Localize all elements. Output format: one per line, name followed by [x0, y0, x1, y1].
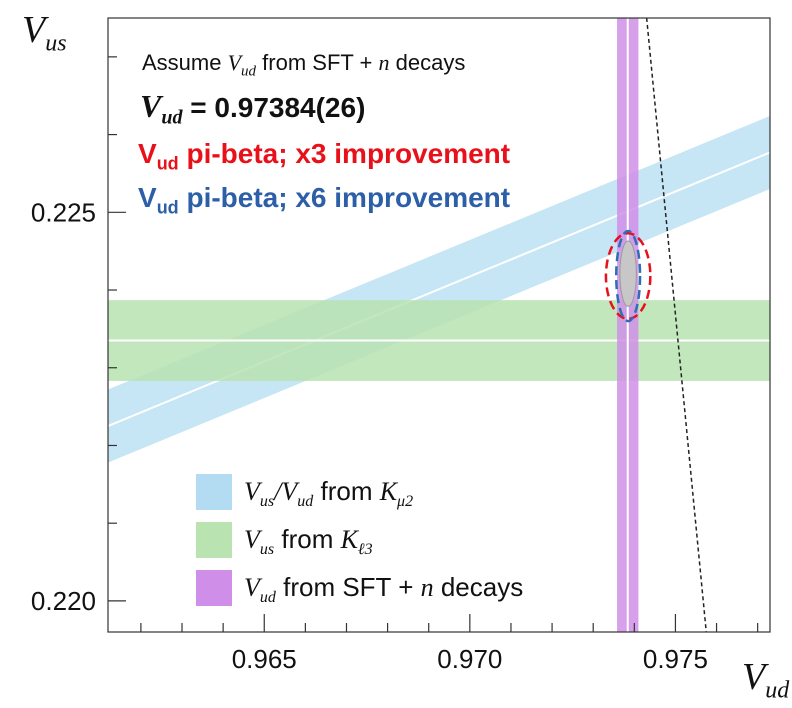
plot-area	[108, 18, 770, 632]
x-tick-label: 0.965	[232, 644, 297, 674]
x-tick-label: 0.970	[437, 644, 502, 674]
annotation-x6-improvement: Vud pi-beta; x6 improvement	[138, 182, 511, 218]
y-axis-label: Vus	[22, 9, 67, 57]
unitarity-line	[645, 18, 708, 632]
y-tick-label: 0.225	[31, 197, 96, 227]
legend-swatch-kmu2	[196, 474, 232, 510]
legend-swatch-sft	[196, 570, 232, 606]
legend-label-kl3: Vus from Kℓ3	[244, 524, 373, 559]
y-tick-label: 0.220	[31, 586, 96, 616]
annotation-x3-improvement: Vud pi-beta; x3 improvement	[138, 138, 511, 174]
annotation-assumption: Assume Vud from SFT + n decays	[142, 50, 466, 80]
legend-label-sft: Vud from SFT + n decays	[244, 572, 524, 607]
improvement-ellipse-x3	[604, 232, 652, 321]
legend-label-kmu2: Vus/Vud from Kμ2	[244, 476, 414, 511]
fit-ellipse	[619, 240, 637, 307]
improvement-ellipse-x6	[614, 229, 642, 323]
x-axis-label: Vud	[742, 656, 790, 704]
plot-frame	[107, 17, 771, 633]
x-tick-label: 0.975	[643, 644, 708, 674]
annotation-vud-value: Vud = 0.97384(26)	[140, 88, 366, 129]
legend-swatch-kl3	[196, 522, 232, 558]
